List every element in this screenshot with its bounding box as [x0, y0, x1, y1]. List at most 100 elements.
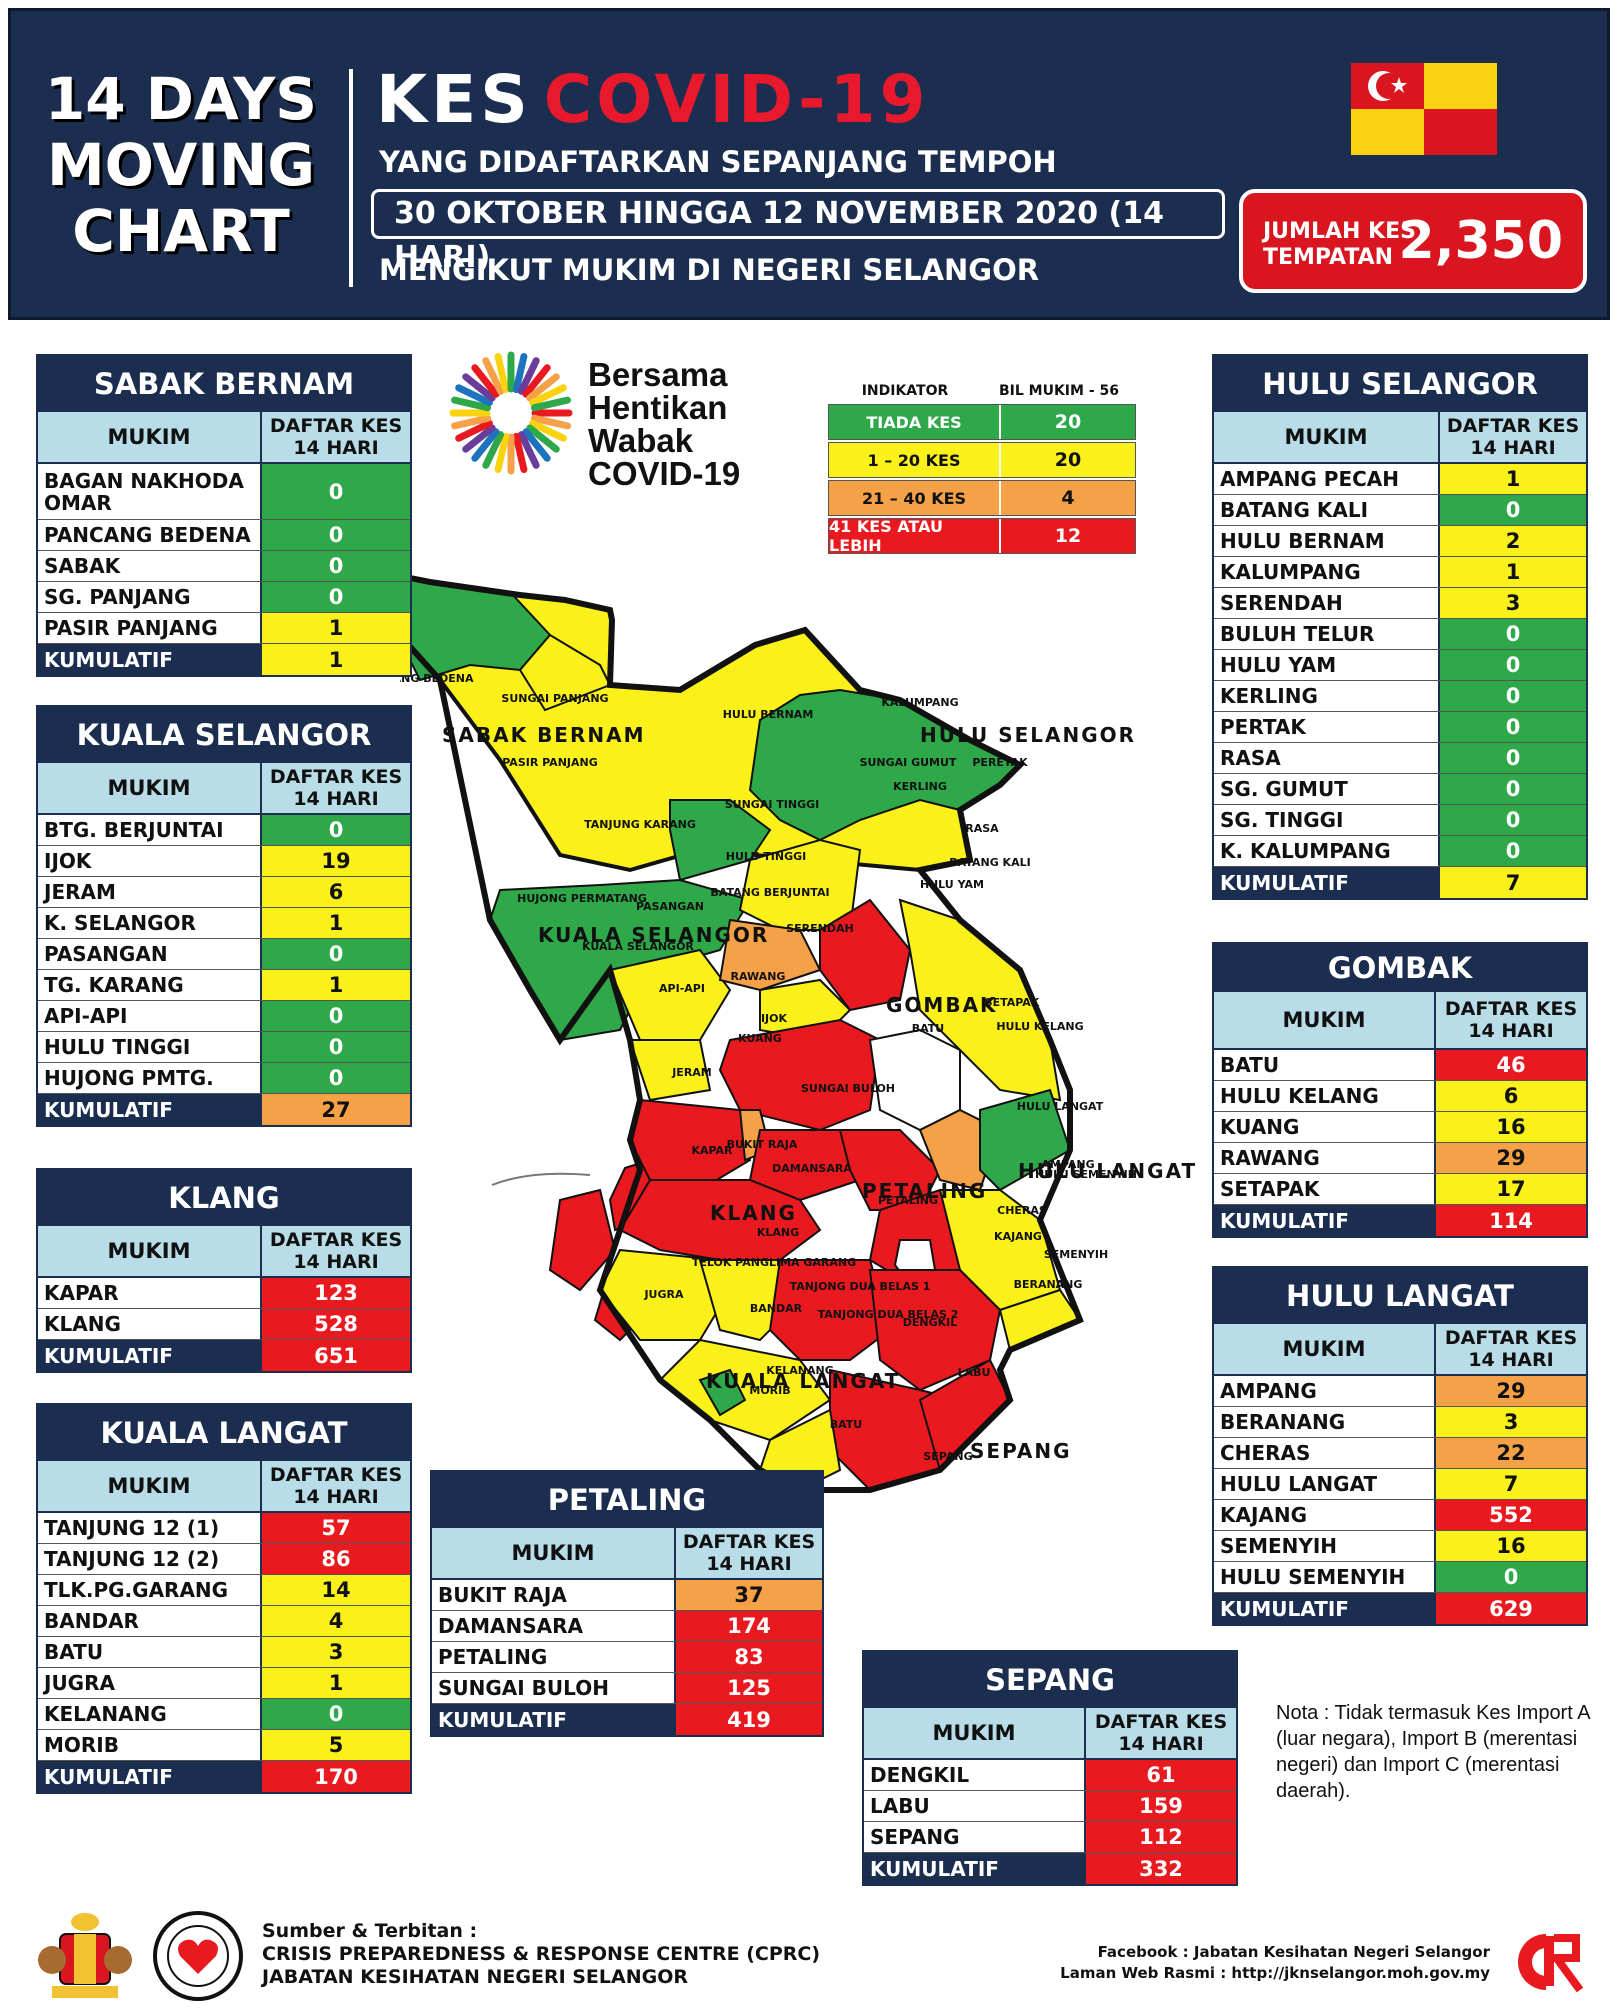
- mukim-name: KLANG: [38, 1309, 262, 1339]
- indicator-label: 21 – 40 KES: [829, 481, 1001, 515]
- kumulatif-value: 170: [262, 1761, 410, 1792]
- mukim-name: HUJONG PMTG.: [38, 1063, 262, 1093]
- col-daftar-line-2: 14 HARI: [293, 1251, 379, 1273]
- table-row: BATU 46: [1214, 1050, 1586, 1081]
- table-row: BTG. BERJUNTAI 0: [38, 815, 410, 846]
- website-link[interactable]: Laman Web Rasmi : http://jknselangor.moh…: [1060, 1964, 1490, 1982]
- table-row: HULU SEMENYIH 0: [1214, 1562, 1586, 1593]
- kumulatif-value: 1: [262, 644, 410, 675]
- table-title: SEPANG: [864, 1652, 1236, 1708]
- source-cprc: CRISIS PREPAREDNESS & RESPONSE CENTRE (C…: [262, 1943, 821, 1965]
- col-daftar-line-1: DAFTAR KES: [1444, 1327, 1578, 1349]
- mukim-map-label: PERETAK: [972, 756, 1028, 769]
- mukim-name: RAWANG: [1214, 1143, 1436, 1173]
- table-row: SUNGAI BULOH 125: [432, 1673, 822, 1704]
- indicator-count: 4: [1061, 487, 1075, 509]
- facebook-link[interactable]: Facebook : Jabatan Kesihatan Negeri Sela…: [1097, 1943, 1490, 1961]
- mukim-name: BANDAR: [38, 1606, 262, 1636]
- table-row: CHERAS 22: [1214, 1438, 1586, 1469]
- kumulatif-value: 7: [1440, 867, 1586, 898]
- mukim-map-label: BATANG KALI: [949, 856, 1030, 869]
- table-header-row: MUKIM DAFTAR KES 14 HARI: [38, 1226, 410, 1278]
- mukim-map-label: DENGKIL: [903, 1316, 958, 1329]
- header-banner: 14 DAYS MOVING CHART KES COVID-19 YANG DI…: [8, 8, 1610, 320]
- sunburst-ray: [471, 428, 500, 462]
- sunburst-ray: [451, 414, 492, 430]
- sunburst-icon: [449, 351, 573, 475]
- sunburst-ray: [471, 364, 500, 398]
- case-count: 0: [1440, 836, 1586, 866]
- header-divider: [349, 69, 353, 287]
- table-row: KUANG 16: [1214, 1112, 1586, 1143]
- table-row: AMPANG 29: [1214, 1376, 1586, 1407]
- case-count: 0: [262, 1001, 410, 1031]
- kumulatif-row: KUMULATIF 170: [38, 1761, 410, 1792]
- indicator-count: 20: [1054, 449, 1082, 471]
- district-label: HULU LANGAT: [1018, 1159, 1197, 1183]
- mukim-map-label: MORIB: [749, 1384, 790, 1397]
- total-cases-badge: JUMLAH KES TEMPATAN 2,350: [1239, 189, 1587, 293]
- kumulatif-label: KUMULATIF: [1214, 1205, 1436, 1236]
- island-klang-2: [548, 1188, 617, 1292]
- table-row: PERTAK 0: [1214, 712, 1586, 743]
- mukim-name: IJOK: [38, 846, 262, 876]
- district-label: PETALING: [862, 1179, 987, 1203]
- sunburst-ray: [462, 424, 496, 453]
- source-label: Sumber & Terbitan :: [262, 1920, 478, 1942]
- case-count: 125: [676, 1673, 822, 1703]
- table-row: SG. PANJANG 0: [38, 582, 410, 613]
- district-label: SABAK BERNAM: [442, 723, 646, 747]
- selangor-flag-icon: [1351, 63, 1497, 155]
- main-title: KES COVID-19: [376, 61, 929, 138]
- table-row: HULU YAM 0: [1214, 650, 1586, 681]
- table-header-row: MUKIM DAFTAR KES 14 HARI: [1214, 412, 1586, 464]
- total-label-line-1: JUMLAH KES: [1263, 219, 1416, 244]
- table-petaling: PETALING MUKIM DAFTAR KES 14 HARI BUKIT RAJA…: [430, 1470, 824, 1737]
- mukim-map-label: HUJONG PERMATANG: [517, 892, 647, 905]
- table-row: API-API 0: [38, 1001, 410, 1032]
- col-daftar-line-1: DAFTAR KES: [682, 1531, 816, 1553]
- table-sabak-bernam: SABAK BERNAM MUKIM DAFTAR KES 14 HARI BAGAN …: [36, 354, 412, 677]
- mukim-map-label: CHERAS: [997, 1204, 1047, 1217]
- bersama-line-4: COVID-19: [588, 455, 741, 492]
- case-count: 0: [1440, 774, 1586, 804]
- mukim-map-label: TELOK PANGLIMA GARANG: [692, 1256, 856, 1269]
- mukim-map-label: PASIR PANJANG: [502, 756, 598, 769]
- table-kuala-selangor: KUALA SELANGOR MUKIM DAFTAR KES 14 HARI BTG.…: [36, 705, 412, 1127]
- table-row: BATU 3: [38, 1637, 410, 1668]
- col-mukim-header: MUKIM: [38, 412, 262, 462]
- col-daftar-kes-header: DAFTAR KES 14 HARI: [262, 412, 410, 462]
- table-klang: KLANG MUKIM DAFTAR KES 14 HARI KAPAR 123 KLANG…: [36, 1168, 412, 1373]
- kumulatif-value: 629: [1436, 1593, 1586, 1624]
- table-title: SABAK BERNAM: [38, 356, 410, 412]
- col-daftar-line-1: DAFTAR KES: [1446, 415, 1580, 437]
- table-row: KAJANG 552: [1214, 1500, 1586, 1531]
- case-count: 16: [1436, 1112, 1586, 1142]
- mukim-map-label: TANJONG DUA BELAS 2: [818, 1308, 959, 1321]
- sunburst-ray: [529, 384, 567, 407]
- mukim-map-label: SUNGAI TINGGI: [725, 798, 819, 811]
- mukim-map-label: HULU TINGGI: [726, 850, 806, 863]
- case-count: 1: [262, 613, 410, 643]
- mukim-map-label: KAPAR: [691, 1144, 733, 1157]
- table-row: KERLING 0: [1214, 681, 1586, 712]
- case-count: 6: [262, 877, 410, 907]
- table-row: PETALING 83: [432, 1642, 822, 1673]
- mukim-map-label: TANJUNG KARANG: [584, 818, 696, 831]
- mukim-name: BATANG KALI: [1214, 495, 1440, 525]
- case-count: 0: [262, 520, 410, 550]
- case-count: 0: [262, 1032, 410, 1062]
- case-count: 0: [262, 815, 410, 845]
- footer-source: Sumber & Terbitan : CRISIS PREPAREDNESS …: [262, 1920, 820, 1989]
- district-label: KLANG: [710, 1201, 797, 1225]
- table-row: TANJUNG 12 (1) 57: [38, 1513, 410, 1544]
- moving-chart-title: 14 DAYS MOVING CHART: [31, 66, 331, 264]
- table-title: KUALA SELANGOR: [38, 707, 410, 763]
- sunburst-ray: [462, 373, 496, 402]
- mukim-map-label: IJOK: [761, 1012, 788, 1025]
- mukim-name: SG. TINGGI: [1214, 805, 1440, 835]
- mukim-map-label: AMPANG: [1041, 1158, 1094, 1171]
- mukim-name: SG. PANJANG: [38, 582, 262, 612]
- zone-kelanang: [698, 1368, 747, 1417]
- indicator-col-label: INDIKATOR: [861, 383, 949, 399]
